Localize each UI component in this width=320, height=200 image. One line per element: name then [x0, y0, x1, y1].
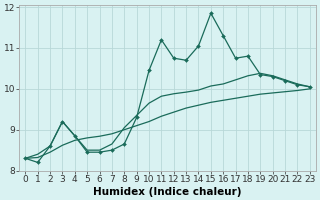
X-axis label: Humidex (Indice chaleur): Humidex (Indice chaleur) [93, 187, 242, 197]
